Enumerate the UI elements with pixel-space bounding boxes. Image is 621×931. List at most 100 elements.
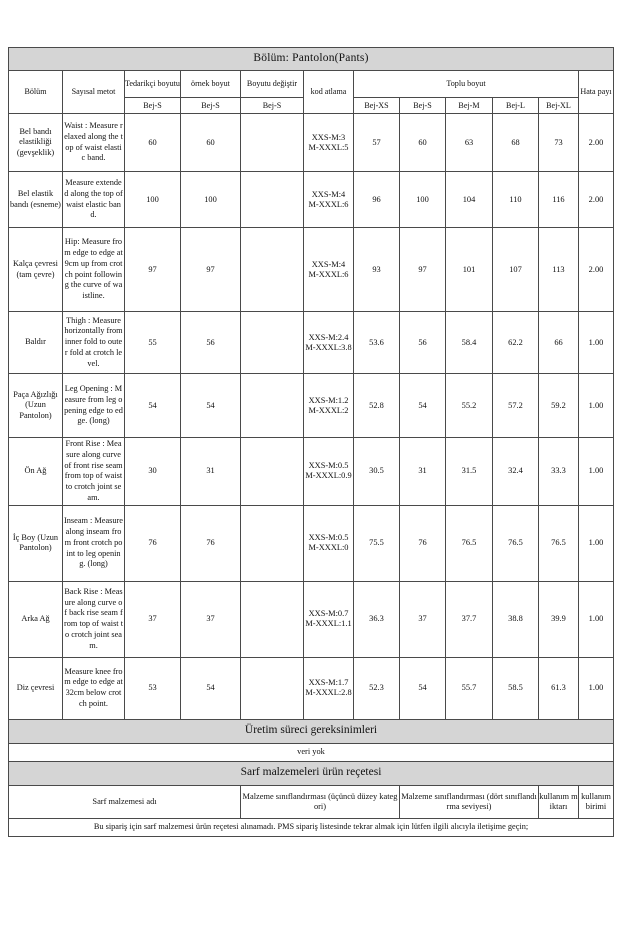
consumables-header-usage-unit: kullanım birimi (577, 784, 615, 819)
col-header-ornek-boyut: örnek boyut (180, 70, 241, 98)
row-bulk-xl: 61.3 (538, 656, 579, 720)
consumables-header-class-fourth: Malzeme sınıflandırması (dört sınıflandı… (399, 784, 539, 819)
row-hata-payi: 1.00 (577, 580, 615, 658)
row-bulk-l: 110 (492, 171, 539, 228)
row-measure-name: Diz çevresi (8, 656, 63, 720)
table-row: Kalça çevresi (tam çevre) Hip: Measure fr… (8, 227, 615, 312)
row-boyutu-degistir (240, 113, 304, 172)
size-header-bulk-s: Bej-S (399, 97, 446, 114)
row-bulk-m: 101 (445, 227, 493, 312)
row-bulk-m: 37.7 (445, 580, 493, 658)
size-header-ornek: Bej-S (180, 97, 241, 114)
row-method: Front Rise : Measure along curve of fron… (62, 437, 125, 506)
production-empty-text: veri yok (7, 742, 615, 762)
row-bulk-s: 56 (399, 311, 446, 374)
size-header-bulk-m: Bej-M (445, 97, 493, 114)
row-method: Thigh : Measure horizontally from inner … (62, 311, 125, 374)
row-measure-name: Ön Ağ (8, 437, 63, 506)
row-measure-name-text: Baldır (25, 337, 46, 347)
row-kod-atlama: XXS-M:4 M-XXXL:6 (303, 227, 354, 312)
size-header-bulk-xs: Bej-XS (353, 97, 400, 114)
row-bulk-m: 31.5 (445, 437, 493, 506)
row-bulk-l: 62.2 (492, 311, 539, 374)
row-bulk-s: 54 (399, 373, 446, 438)
row-tedarikci-boyutu: 53 (124, 656, 181, 720)
production-section-title: Üretim süreci gereksinimleri (7, 718, 615, 744)
consumables-section-title: Sarf malzemeleri ürün reçetesi (7, 760, 615, 786)
section-title-row: Bölüm: Pantolon(Pants) (7, 47, 615, 71)
row-measure-name-text: Arka Ağ (21, 613, 50, 623)
row-method-text: Inseam : Measure along inseam from front… (64, 516, 123, 569)
row-hata-payi: 2.00 (577, 171, 615, 228)
row-ornek-boyut: 60 (180, 113, 241, 172)
table-row: İç Boy (Uzun Pantolon) Inseam : Measure a… (8, 504, 615, 582)
row-bulk-m: 55.7 (445, 656, 493, 720)
row-bulk-s: 100 (399, 171, 446, 228)
row-tedarikci-boyutu: 55 (124, 311, 181, 374)
row-hata-payi: 2.00 (577, 227, 615, 312)
row-boyutu-degistir (240, 656, 304, 720)
row-bulk-l: 68 (492, 113, 539, 172)
row-bulk-xl: 113 (538, 227, 579, 312)
spec-table-body: Bel bandı elastikliği (gevşeklik) Waist :… (8, 113, 615, 720)
row-ornek-boyut: 56 (180, 311, 241, 374)
size-header-degistir: Bej-S (240, 97, 304, 114)
table-row: Bel bandı elastikliği (gevşeklik) Waist :… (8, 113, 615, 172)
row-method: Leg Opening : Measure from leg opening e… (62, 373, 125, 438)
table-row: Diz çevresi Measure knee from edge to edg… (8, 656, 615, 720)
consumables-note-row: Bu sipariş için sarf malzemesi ürün reçe… (7, 817, 615, 837)
row-tedarikci-boyutu: 100 (124, 171, 181, 228)
row-boyutu-degistir (240, 227, 304, 312)
col-header-hata-payi: Hata payı (577, 70, 615, 114)
row-hata-payi: 1.00 (577, 504, 615, 582)
row-bulk-xl: 116 (538, 171, 579, 228)
row-method-text: Thigh : Measure horizontally from inner … (64, 315, 123, 368)
row-bulk-m: 63 (445, 113, 493, 172)
row-bulk-xl: 33.3 (538, 437, 579, 506)
row-bulk-xl: 73 (538, 113, 579, 172)
row-bulk-xl: 76.5 (538, 504, 579, 582)
table-row: Arka Ağ Back Rise : Measure along curve o… (8, 580, 615, 658)
row-measure-name-text: Kalça çevresi (tam çevre) (13, 258, 58, 279)
row-bulk-l: 76.5 (492, 504, 539, 582)
row-bulk-l: 38.8 (492, 580, 539, 658)
row-measure-name-text: Bel bandı elastikliği (gevşeklik) (16, 126, 55, 157)
row-bulk-xs: 30.5 (353, 437, 400, 506)
row-measure-name: Paça Ağızlığı (Uzun Pantolon) (8, 373, 63, 438)
row-bulk-xl: 59.2 (538, 373, 579, 438)
col-header-toplu-boyut: Toplu boyut (353, 70, 579, 98)
row-method-text: Back Rise : Measure along curve of back … (64, 586, 123, 650)
row-method-text: Measure knee from edge to edge at 32cm b… (64, 666, 123, 708)
row-hata-payi: 1.00 (577, 656, 615, 720)
row-bulk-xs: 36.3 (353, 580, 400, 658)
row-hata-payi: 2.00 (577, 113, 615, 172)
row-kod-atlama: XXS-M:1.2 M-XXXL:2 (303, 373, 354, 438)
row-method: Waist : Measure relaxed along the top of… (62, 113, 125, 172)
row-bulk-s: 60 (399, 113, 446, 172)
row-bulk-xs: 75.5 (353, 504, 400, 582)
consumables-header-row: Sarf malzemesi adı Malzeme sınıflandırma… (8, 784, 615, 819)
row-bulk-m: 58.4 (445, 311, 493, 374)
row-ornek-boyut: 54 (180, 656, 241, 720)
row-kod-atlama: XXS-M:0.5 M-XXXL:0 (303, 504, 354, 582)
row-hata-payi: 1.00 (577, 311, 615, 374)
row-bulk-s: 31 (399, 437, 446, 506)
row-ornek-boyut: 76 (180, 504, 241, 582)
row-measure-name-text: Diz çevresi (16, 682, 55, 692)
row-boyutu-degistir (240, 311, 304, 374)
row-method-text: Front Rise : Measure along curve of fron… (64, 439, 123, 502)
spec-table: Bölüm: Pantolon(Pants) Bölüm Sayısal met… (7, 47, 615, 837)
row-ornek-boyut: 31 (180, 437, 241, 506)
row-bulk-l: 32.4 (492, 437, 539, 506)
row-tedarikci-boyutu: 30 (124, 437, 181, 506)
table-row: Paça Ağızlığı (Uzun Pantolon) Leg Opening… (8, 373, 615, 438)
row-bulk-xs: 96 (353, 171, 400, 228)
production-title-row: Üretim süreci gereksinimleri (7, 718, 615, 744)
consumables-title-row: Sarf malzemeleri ürün reçetesi (7, 760, 615, 786)
size-header-bulk-l: Bej-L (492, 97, 539, 114)
page-title: Bölüm: Pantolon(Pants) (7, 47, 615, 71)
row-kod-atlama: XXS-M:4 M-XXXL:6 (303, 171, 354, 228)
row-hata-payi: 1.00 (577, 437, 615, 506)
col-header-bolum: Bölüm (8, 70, 63, 114)
row-measure-name-text: Bel elastik bandı (esneme) (10, 188, 61, 209)
